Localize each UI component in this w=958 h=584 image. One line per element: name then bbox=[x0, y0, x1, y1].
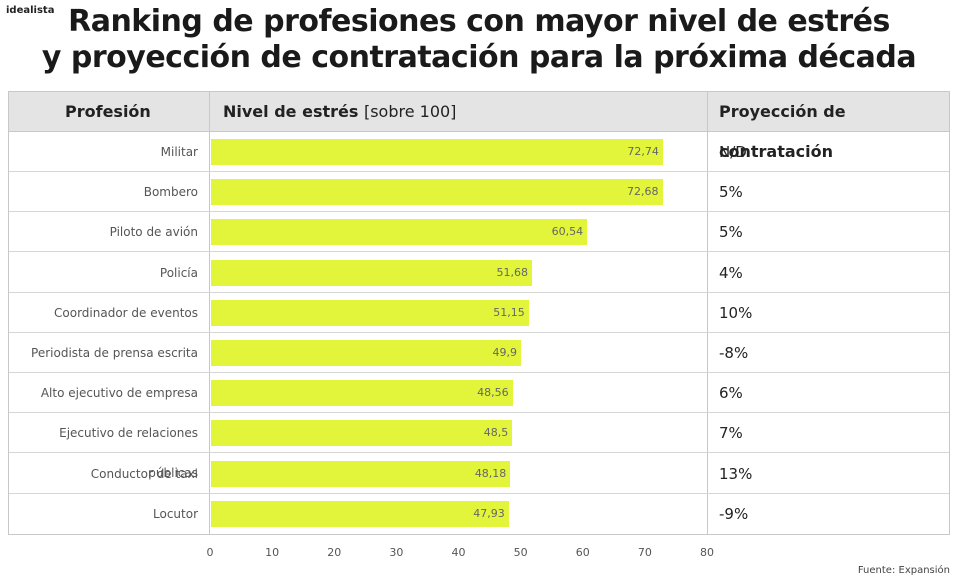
category-label: Policía bbox=[159, 265, 198, 280]
table-row: Ejecutivo de relaciones públicas 48,5 7% bbox=[9, 413, 949, 481]
table-header: Profesión Nivel de estrés [sobre 100] Pr… bbox=[9, 92, 949, 161]
header-stress: Nivel de estrés [sobre 100] bbox=[223, 92, 456, 132]
x-tick-label: 40 bbox=[451, 546, 466, 559]
category-label: Bombero bbox=[143, 185, 198, 200]
projection-value: 5% bbox=[719, 183, 743, 202]
projection-value: 6% bbox=[719, 384, 743, 403]
source-note: Fuente: Expansión bbox=[857, 565, 950, 576]
x-tick-label: 10 bbox=[265, 546, 280, 559]
title-line-2: y proyección de contratación para la pró… bbox=[41, 40, 917, 75]
data-label: 51,15 bbox=[493, 305, 525, 319]
x-tick-label: 80 bbox=[700, 546, 714, 559]
category-label: Coordinador de eventos bbox=[54, 305, 198, 320]
ranking-table: Profesión Nivel de estrés [sobre 100] Pr… bbox=[8, 91, 950, 535]
data-label: 72,68 bbox=[627, 185, 659, 199]
projection-value: 13% bbox=[719, 464, 753, 483]
projection-value: 4% bbox=[719, 263, 743, 282]
bar bbox=[211, 299, 529, 326]
bar bbox=[211, 460, 511, 487]
table-row: Locutor 47,93 -9% bbox=[9, 494, 949, 534]
header-stress-label: Nivel de estrés bbox=[223, 102, 359, 121]
x-tick-label: 0 bbox=[206, 546, 214, 559]
table-row: Conductor de taxi 48,18 13% bbox=[9, 454, 949, 494]
title-line-1: Ranking de profesiones con mayor nivel d… bbox=[68, 4, 890, 39]
bar bbox=[211, 139, 663, 165]
category-label: Piloto de avión bbox=[109, 225, 198, 240]
table-row: Militar 72,74 N/D bbox=[9, 132, 949, 172]
bar bbox=[211, 380, 513, 407]
category-label: Locutor bbox=[153, 506, 198, 521]
category-label: Ejecutivo de relaciones públicas bbox=[59, 426, 198, 481]
category-label: Conductor de taxi bbox=[90, 466, 198, 481]
x-tick-label: 60 bbox=[575, 546, 590, 559]
projection-value: -9% bbox=[719, 504, 749, 523]
projection-value: N/D bbox=[719, 143, 747, 161]
category-label: Alto ejecutivo de empresa bbox=[40, 386, 198, 401]
table-row: Alto ejecutivo de empresa 48,56 6% bbox=[9, 373, 949, 414]
x-tick-label: 30 bbox=[389, 546, 404, 559]
bar bbox=[211, 219, 588, 246]
x-axis: 0 10 20 30 40 50 60 70 80 bbox=[0, 540, 958, 560]
data-label: 48,5 bbox=[483, 426, 509, 440]
data-label: 49,9 bbox=[492, 346, 518, 359]
bar bbox=[211, 500, 509, 527]
category-label: Periodista de prensa escrita bbox=[31, 346, 198, 360]
chart-title: Ranking de profesiones con mayor nivel d… bbox=[0, 4, 958, 76]
header-stress-unit: [sobre 100] bbox=[363, 102, 457, 121]
category-label: Militar bbox=[160, 145, 198, 159]
bar bbox=[211, 340, 521, 366]
column-divider bbox=[707, 92, 708, 534]
table-row: Policía 51,68 4% bbox=[9, 253, 949, 293]
x-tick-label: 50 bbox=[513, 546, 528, 559]
projection-value: -8% bbox=[719, 344, 749, 362]
table-row: Periodista de prensa escrita 49,9 -8% bbox=[9, 333, 949, 373]
header-projection: Proyección de contratación bbox=[719, 102, 846, 161]
data-label: 72,74 bbox=[627, 145, 659, 158]
projection-value: 5% bbox=[719, 223, 743, 242]
x-tick-label: 20 bbox=[327, 546, 342, 559]
data-label: 48,18 bbox=[474, 466, 507, 480]
column-divider bbox=[209, 92, 210, 534]
bar bbox=[211, 179, 663, 206]
x-tick-label: 70 bbox=[637, 546, 652, 559]
bar bbox=[211, 420, 513, 447]
data-label: 51,68 bbox=[496, 265, 529, 279]
header-profession: Profesión bbox=[65, 102, 151, 121]
projection-value: 7% bbox=[719, 424, 743, 443]
table-row: Piloto de avión 60,54 5% bbox=[9, 212, 949, 253]
table-row: Coordinador de eventos 51,15 10% bbox=[9, 293, 949, 333]
projection-value: 10% bbox=[719, 303, 753, 322]
table-row: Bombero 72,68 5% bbox=[9, 172, 949, 213]
data-label: 47,93 bbox=[473, 506, 505, 520]
brand-logo: idealista bbox=[6, 5, 55, 16]
data-label: 48,56 bbox=[477, 386, 509, 400]
data-label: 60,54 bbox=[551, 225, 584, 239]
bar bbox=[211, 259, 533, 286]
